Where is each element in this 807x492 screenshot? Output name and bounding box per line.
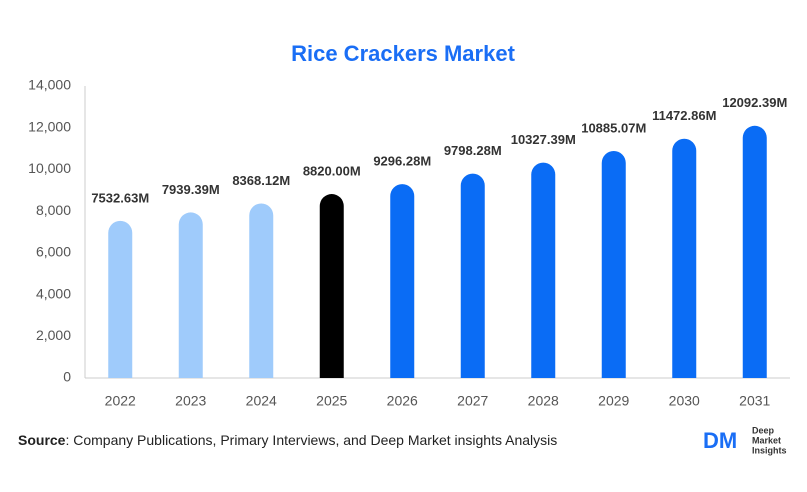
- value-label: 9296.28M: [373, 154, 431, 169]
- logo-text: Deep: [752, 425, 775, 435]
- value-label: 12092.39M: [722, 95, 787, 110]
- x-tick-label: 2026: [387, 393, 418, 409]
- value-label: 11472.86M: [652, 108, 716, 123]
- y-tick-label: 4,000: [36, 285, 71, 301]
- x-tick-label: 2028: [528, 393, 559, 409]
- bar: [249, 203, 274, 378]
- y-tick-label: 8,000: [36, 202, 71, 218]
- bar: [460, 173, 485, 378]
- chart-title: Rice Crackers Market: [291, 41, 515, 66]
- x-tick-label: 2023: [175, 393, 206, 409]
- x-tick-label: 2024: [246, 393, 277, 409]
- bar: [672, 138, 697, 378]
- y-tick-label: 2,000: [36, 327, 71, 343]
- y-tick-label: 14,000: [28, 77, 71, 93]
- bar: [601, 150, 626, 378]
- x-tick-label: 2022: [105, 393, 136, 409]
- source-label: Source: [18, 432, 66, 448]
- y-tick-label: 10,000: [28, 160, 71, 176]
- logo-text: Market: [752, 435, 781, 445]
- bar: [742, 125, 767, 379]
- x-tick-label: 2030: [669, 393, 700, 409]
- x-tick-label: 2031: [739, 393, 770, 409]
- bar: [319, 194, 344, 378]
- x-tick-label: 2027: [457, 393, 488, 409]
- x-tick-label: 2029: [598, 393, 629, 409]
- value-label: 7939.39M: [162, 182, 220, 197]
- bar: [531, 162, 556, 378]
- value-label: 9798.28M: [444, 143, 502, 158]
- x-tick-label: 2025: [316, 393, 347, 409]
- source-text: : Company Publications, Primary Intervie…: [65, 432, 557, 448]
- value-label: 10327.39M: [511, 132, 576, 147]
- y-tick-label: 0: [63, 369, 71, 385]
- source: Source: Company Publications, Primary In…: [18, 432, 557, 448]
- value-label: 8820.00M: [303, 163, 361, 178]
- bar: [390, 184, 415, 378]
- y-tick-label: 6,000: [36, 244, 71, 260]
- value-label: 10885.07M: [581, 120, 646, 135]
- bar: [178, 212, 203, 378]
- bar: [108, 220, 133, 378]
- y-tick-label: 12,000: [28, 118, 71, 134]
- value-label: 8368.12M: [232, 173, 290, 188]
- logo-mark: DM: [703, 428, 737, 453]
- logo-text: Insights: [752, 445, 787, 455]
- value-label: 7532.63M: [91, 190, 149, 205]
